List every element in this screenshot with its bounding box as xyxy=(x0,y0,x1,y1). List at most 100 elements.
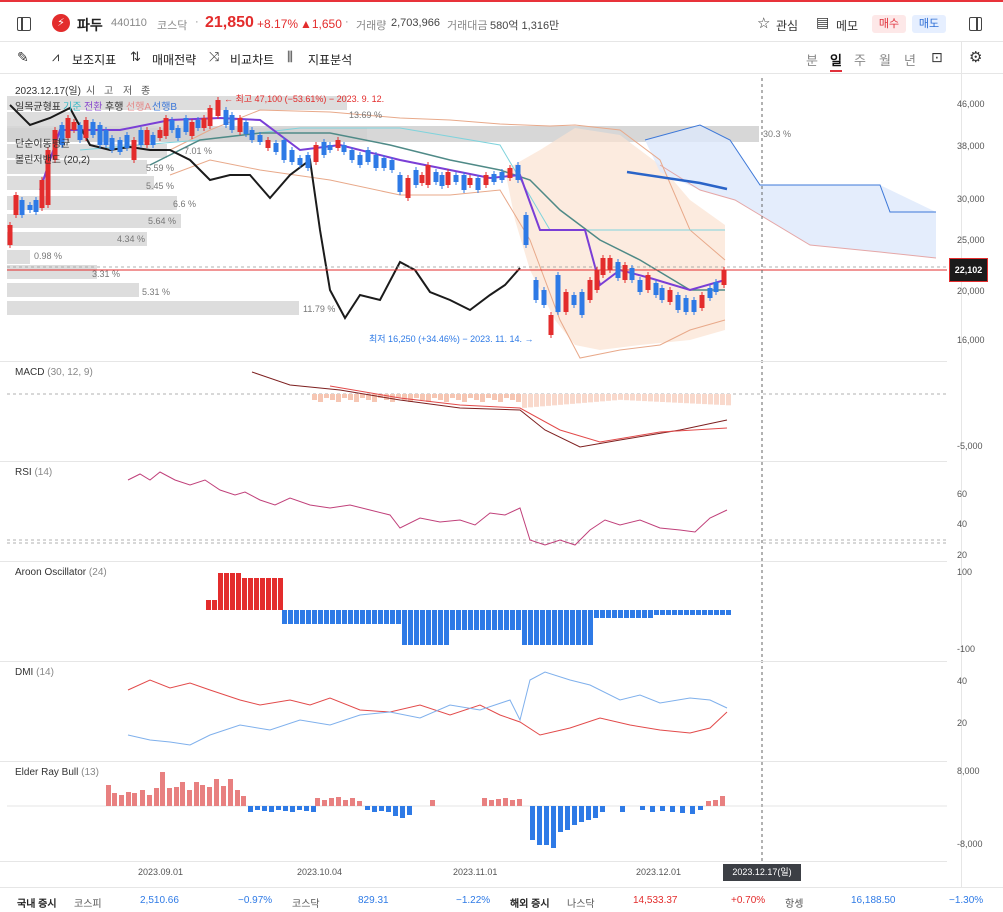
period-day[interactable]: 일 xyxy=(830,50,842,72)
elder-label[interactable]: Elder Ray Bull (13) xyxy=(15,767,99,778)
ichimoku-spanA-label: 선행A xyxy=(126,102,152,113)
macd-histogram-bar xyxy=(342,394,347,398)
volume-profile-bar xyxy=(7,250,30,264)
sidebar-toggle-icon[interactable] xyxy=(17,17,31,31)
candle xyxy=(163,118,169,136)
candle xyxy=(265,140,271,148)
overlay-ichimoku[interactable]: 일목균형표 xyxy=(15,102,61,113)
aroon-bar-down xyxy=(540,610,545,645)
elder-bar-pos xyxy=(187,790,192,806)
hangseng-name[interactable]: 항셍 xyxy=(785,899,804,910)
dmi-title: DMI xyxy=(15,667,34,678)
candle xyxy=(571,295,577,305)
candle xyxy=(189,122,195,136)
period-week[interactable]: 주 xyxy=(854,53,866,68)
volume-profile-bar xyxy=(7,301,299,315)
aroon-label[interactable]: Aroon Oscillator (24) xyxy=(15,567,107,578)
watch-button[interactable]: 관심 xyxy=(776,19,799,33)
elder-bar-pos xyxy=(174,787,179,806)
elder-y-tick-pos: 8,000 xyxy=(957,766,980,776)
candle xyxy=(39,180,45,208)
elder-bar-pos xyxy=(510,800,515,806)
macd-histogram-bar xyxy=(402,394,407,400)
candle xyxy=(439,175,445,186)
macd-histogram-bar xyxy=(594,394,599,402)
analysis-button[interactable]: 지표분석 xyxy=(308,53,353,67)
macd-histogram-bar xyxy=(714,394,719,405)
stock-header: ⚡ 파두 440110 코스닥 · 21,850 +8.17% ▲1,650 ·… xyxy=(0,7,1003,42)
aroon-bar-down xyxy=(414,610,419,645)
candle xyxy=(289,150,295,162)
strategy-icon[interactable]: ⇅ xyxy=(130,49,141,64)
aroon-bar-down xyxy=(702,610,707,615)
candle xyxy=(124,135,130,148)
nasdaq-name[interactable]: 나스닥 xyxy=(567,899,595,910)
aroon-bar-down xyxy=(300,610,305,624)
chart-toolbar: ✎ ⩘ 보조지표 ⇅ 매매전략 ⤨ 비교차트 ⫼ 지표분석 xyxy=(0,42,1003,74)
compare-icon[interactable]: ⤨ xyxy=(209,49,220,64)
overlay-bollinger[interactable]: 볼린저밴드 (20,2) xyxy=(15,155,90,166)
period-month[interactable]: 월 xyxy=(879,53,891,68)
candle xyxy=(515,165,521,180)
memo-button[interactable]: 메모 xyxy=(836,19,859,33)
star-icon[interactable]: ☆ xyxy=(757,15,771,32)
strategy-button[interactable]: 매매전략 xyxy=(152,53,197,67)
elder-bar-pos xyxy=(489,800,494,806)
elder-bar-pos xyxy=(503,798,508,806)
camera-icon[interactable]: ⊡ xyxy=(931,49,943,65)
settings-icon[interactable]: ⚙ xyxy=(969,49,983,66)
macd-histogram-bar xyxy=(600,394,605,402)
elder-bar-pos xyxy=(160,772,165,806)
period-year[interactable]: 년 xyxy=(904,53,916,68)
pencil-icon[interactable]: ✎ xyxy=(17,49,29,65)
elder-bar-pos xyxy=(482,798,487,806)
volume-profile-pct: 13.69 % xyxy=(349,110,383,120)
candle xyxy=(587,280,593,300)
kospi-name[interactable]: 코스피 xyxy=(74,899,102,910)
candle xyxy=(675,295,681,310)
macd-line xyxy=(251,371,728,448)
elder-bar-neg xyxy=(670,806,675,812)
sell-button[interactable]: 매도 xyxy=(912,15,946,33)
dmi-label[interactable]: DMI (14) xyxy=(15,667,54,678)
candle xyxy=(138,130,144,145)
indicators-button[interactable]: 보조지표 xyxy=(72,53,117,67)
elder-bar-neg xyxy=(579,806,584,822)
aroon-bar-up xyxy=(212,600,217,610)
aroon-bar-down xyxy=(696,610,701,615)
aroon-bar-down xyxy=(498,610,503,630)
candle xyxy=(65,118,71,138)
elder-bar-pos xyxy=(112,793,117,806)
macd-histogram-bar xyxy=(522,394,527,408)
volume-label: 거래량 xyxy=(356,20,387,32)
analysis-icon[interactable]: ⫼ xyxy=(287,49,293,64)
elder-bar-pos xyxy=(315,798,320,806)
aroon-bar-down xyxy=(426,610,431,645)
aroon-bar-down xyxy=(684,610,689,615)
macd-histogram-bar xyxy=(420,394,425,400)
elder-bar-pos xyxy=(235,790,240,806)
indicator-icon[interactable]: ⩘ xyxy=(52,49,60,64)
elder-bar-pos xyxy=(126,792,131,806)
macd-label[interactable]: MACD (30, 12, 9) xyxy=(15,367,93,378)
candle xyxy=(667,290,673,302)
buy-button[interactable]: 매수 xyxy=(872,15,906,33)
overlay-sma[interactable]: 단순이동평균 xyxy=(15,139,71,150)
candle xyxy=(13,195,19,215)
kosdaq-name[interactable]: 코스닥 xyxy=(292,899,320,910)
elder-bar-neg xyxy=(248,806,253,812)
ohlc-close: 종 xyxy=(141,86,151,97)
aroon-bar-down xyxy=(510,610,515,630)
memo-icon[interactable]: ▤ xyxy=(816,14,830,30)
candle xyxy=(349,150,355,160)
panel-toggle-icon[interactable] xyxy=(969,17,982,31)
candle xyxy=(381,158,387,168)
period-minute[interactable]: 분 xyxy=(806,53,818,68)
macd-histogram-bar xyxy=(654,394,659,402)
candle xyxy=(117,140,123,152)
aroon-bar-down xyxy=(564,610,569,645)
macd-histogram-bar xyxy=(702,394,707,405)
rsi-label[interactable]: RSI (14) xyxy=(15,467,52,478)
compare-button[interactable]: 비교차트 xyxy=(230,53,275,67)
